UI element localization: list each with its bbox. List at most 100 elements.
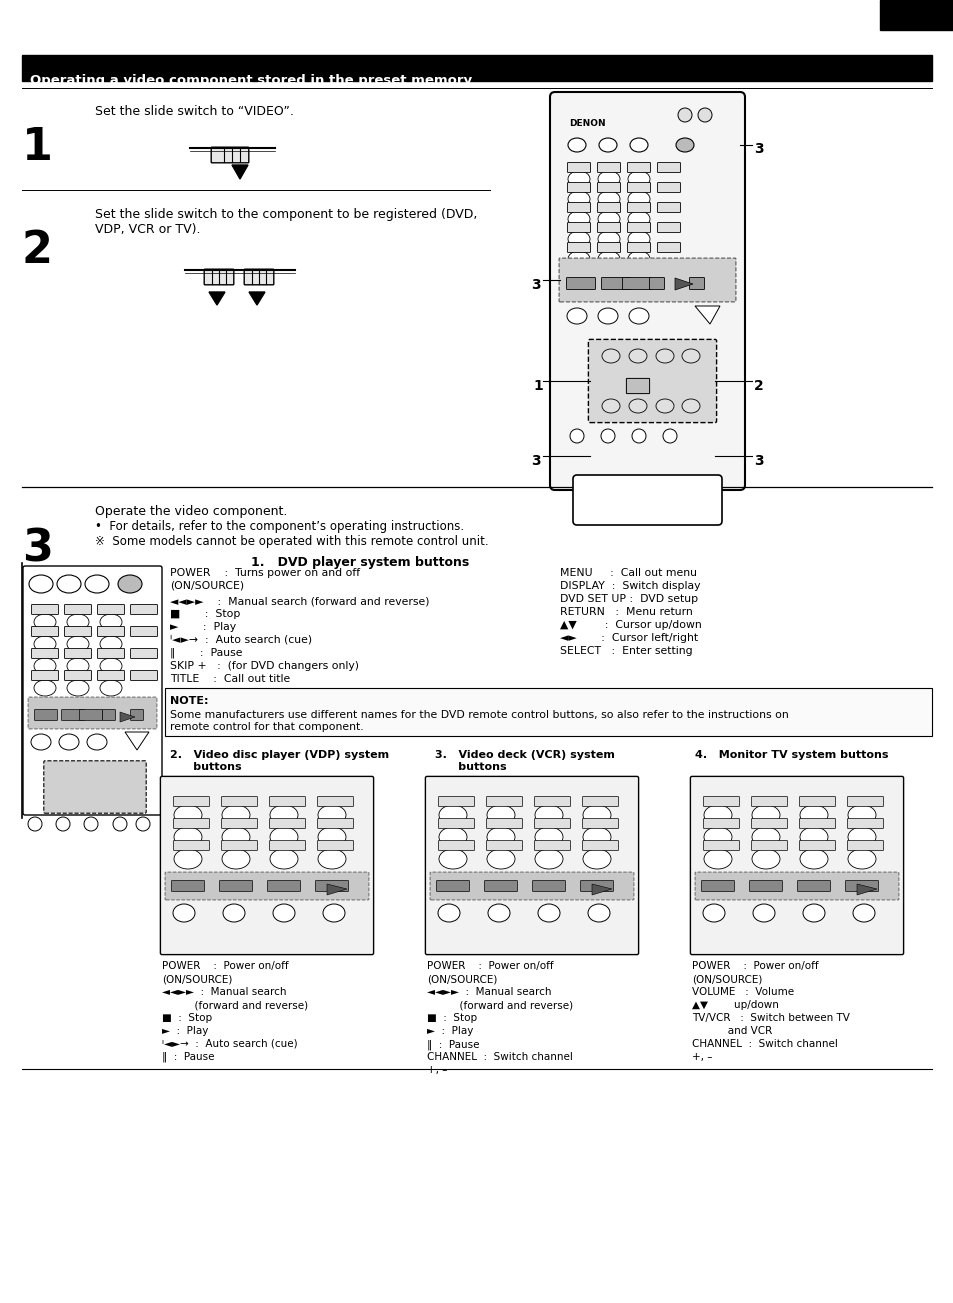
Ellipse shape [656, 399, 673, 413]
Text: 3: 3 [22, 528, 52, 571]
Polygon shape [695, 306, 720, 324]
Ellipse shape [752, 904, 774, 923]
Ellipse shape [567, 251, 589, 267]
Ellipse shape [751, 827, 780, 847]
Text: 1: 1 [533, 379, 542, 394]
FancyBboxPatch shape [751, 796, 786, 807]
Text: Operate the video component.: Operate the video component. [95, 506, 287, 519]
Ellipse shape [601, 399, 619, 413]
Polygon shape [856, 883, 876, 895]
Text: ‖       :  Pause: ‖ : Pause [170, 648, 242, 658]
FancyBboxPatch shape [221, 818, 257, 829]
Text: ENGLISH: ENGLISH [883, 22, 941, 35]
Ellipse shape [628, 349, 646, 364]
Text: 3: 3 [753, 453, 762, 468]
Ellipse shape [317, 827, 346, 847]
Text: (ON/SOURCE): (ON/SOURCE) [162, 975, 233, 984]
FancyBboxPatch shape [799, 796, 835, 807]
Polygon shape [232, 165, 248, 179]
Ellipse shape [438, 827, 467, 847]
FancyBboxPatch shape [65, 649, 91, 658]
FancyBboxPatch shape [270, 818, 305, 829]
FancyBboxPatch shape [317, 840, 353, 851]
Text: VOLUME   :  Volume: VOLUME : Volume [691, 986, 793, 997]
FancyBboxPatch shape [700, 881, 734, 891]
Ellipse shape [852, 904, 874, 923]
FancyBboxPatch shape [588, 339, 716, 422]
Ellipse shape [270, 827, 297, 847]
Text: 1: 1 [22, 126, 53, 169]
Text: 3: 3 [531, 278, 540, 292]
FancyBboxPatch shape [160, 777, 374, 955]
Ellipse shape [488, 904, 510, 923]
Ellipse shape [100, 658, 122, 674]
FancyBboxPatch shape [582, 818, 618, 829]
Text: SKIP +   :  (for DVD changers only): SKIP + : (for DVD changers only) [170, 661, 358, 671]
Ellipse shape [627, 231, 649, 248]
FancyBboxPatch shape [799, 818, 835, 829]
Ellipse shape [627, 211, 649, 227]
Ellipse shape [118, 575, 142, 593]
FancyBboxPatch shape [131, 710, 143, 721]
FancyBboxPatch shape [31, 605, 58, 615]
Ellipse shape [681, 349, 700, 364]
Text: Some manufacturers use different names for the DVD remote control buttons, so al: Some manufacturers use different names f… [170, 710, 788, 731]
FancyBboxPatch shape [799, 840, 835, 851]
Text: ►  :  Play: ► : Play [427, 1025, 473, 1036]
Ellipse shape [270, 805, 297, 825]
Ellipse shape [598, 251, 619, 267]
FancyBboxPatch shape [627, 223, 650, 232]
FancyBboxPatch shape [597, 163, 619, 172]
Ellipse shape [702, 904, 724, 923]
Ellipse shape [29, 575, 53, 593]
Ellipse shape [486, 805, 515, 825]
Ellipse shape [438, 850, 467, 869]
Ellipse shape [67, 680, 89, 696]
Circle shape [112, 817, 127, 831]
FancyBboxPatch shape [65, 671, 91, 680]
Text: TV/VCR   :  Switch between TV: TV/VCR : Switch between TV [691, 1012, 849, 1023]
FancyBboxPatch shape [627, 242, 650, 253]
FancyBboxPatch shape [846, 818, 882, 829]
FancyBboxPatch shape [534, 818, 570, 829]
Ellipse shape [486, 850, 515, 869]
Ellipse shape [751, 805, 780, 825]
FancyBboxPatch shape [425, 777, 638, 955]
Ellipse shape [681, 399, 700, 413]
Text: ᑊ◄►→  :  Auto search (cue): ᑊ◄►→ : Auto search (cue) [162, 1038, 297, 1049]
Circle shape [678, 108, 691, 122]
Ellipse shape [67, 658, 89, 674]
Circle shape [662, 429, 677, 443]
Text: ※  Some models cannot be operated with this remote control unit.: ※ Some models cannot be operated with th… [95, 536, 488, 549]
FancyBboxPatch shape [131, 605, 157, 615]
Ellipse shape [173, 805, 202, 825]
Ellipse shape [567, 211, 589, 227]
Ellipse shape [100, 636, 122, 652]
Text: 2: 2 [753, 379, 763, 394]
FancyBboxPatch shape [702, 840, 739, 851]
Text: 2.   Video disc player (VDP) system
      buttons: 2. Video disc player (VDP) system button… [170, 751, 389, 771]
FancyBboxPatch shape [690, 777, 902, 955]
Ellipse shape [535, 850, 562, 869]
Text: Set the slide switch to “VIDEO”.: Set the slide switch to “VIDEO”. [95, 106, 294, 119]
FancyBboxPatch shape [484, 881, 517, 891]
Polygon shape [249, 292, 265, 305]
FancyBboxPatch shape [131, 671, 157, 680]
FancyBboxPatch shape [315, 881, 348, 891]
Text: DVD SET UP :  DVD setup: DVD SET UP : DVD setup [559, 594, 698, 605]
Text: POWER    :  Power on/off: POWER : Power on/off [691, 962, 818, 971]
FancyBboxPatch shape [567, 182, 590, 193]
FancyBboxPatch shape [23, 566, 162, 814]
FancyBboxPatch shape [102, 710, 115, 721]
FancyBboxPatch shape [627, 182, 650, 193]
Ellipse shape [703, 850, 731, 869]
FancyBboxPatch shape [486, 818, 522, 829]
Polygon shape [209, 292, 225, 305]
Ellipse shape [598, 231, 619, 248]
FancyBboxPatch shape [797, 881, 829, 891]
Ellipse shape [30, 734, 51, 751]
Text: (forward and reverse): (forward and reverse) [427, 999, 573, 1010]
Ellipse shape [567, 171, 589, 188]
Ellipse shape [656, 349, 673, 364]
FancyBboxPatch shape [573, 476, 721, 525]
